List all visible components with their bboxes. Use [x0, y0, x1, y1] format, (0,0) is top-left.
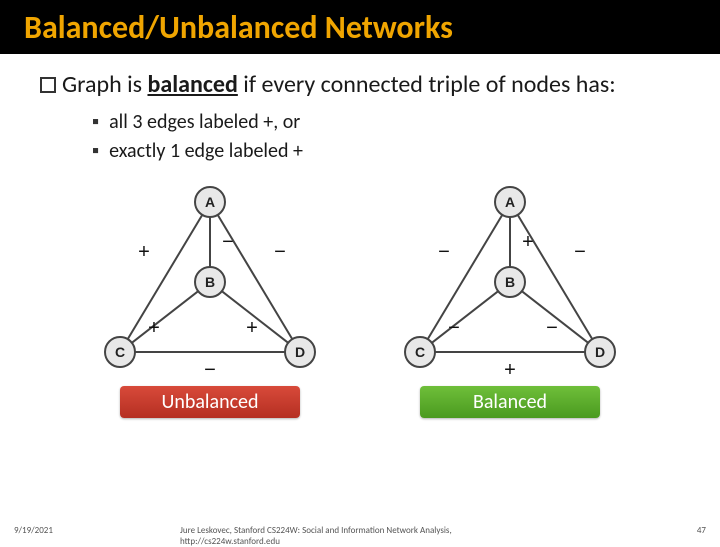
svg-text:−: −: [222, 231, 234, 253]
svg-text:A: A: [205, 194, 215, 210]
svg-text:B: B: [505, 274, 515, 290]
svg-text:−: −: [448, 317, 460, 339]
diagram-row: + − − + + − A B C D Unbalanced − + − − − + A B C D Balance…: [40, 174, 680, 418]
def-prefix: Graph is: [62, 70, 147, 99]
slide-footer: 9/19/2021 Jure Leskovec, Stanford CS224W…: [0, 525, 720, 536]
slide-title-bar: Balanced/Unbalanced Networks: [0, 0, 720, 54]
def-keyword: balanced: [147, 70, 237, 99]
svg-text:−: −: [546, 317, 558, 339]
main-definition: Graph is balanced if every connected tri…: [40, 70, 680, 100]
svg-text:A: A: [505, 194, 515, 210]
diagram-balanced: − + − − − + A B C D Balanced: [380, 174, 640, 418]
svg-text:D: D: [295, 344, 305, 360]
svg-text:−: −: [204, 359, 216, 381]
diagram-unbalanced: + − − + + − A B C D Unbalanced: [80, 174, 340, 418]
label-unbalanced: Unbalanced: [120, 386, 300, 418]
svg-text:+: +: [138, 241, 150, 263]
footer-date: 9/19/2021: [14, 525, 53, 536]
svg-text:D: D: [595, 344, 605, 360]
slide-title: Balanced/Unbalanced Networks: [24, 8, 453, 47]
network-graph-unbalanced: + − − + + − A B C D: [80, 174, 340, 384]
svg-text:B: B: [205, 274, 215, 290]
sub-item: all 3 edges labeled +, or: [92, 108, 680, 137]
slide-body: Graph is balanced if every connected tri…: [0, 54, 720, 418]
svg-text:+: +: [148, 317, 160, 339]
network-graph-balanced: − + − − − + A B C D: [380, 174, 640, 384]
footer-page-number: 47: [697, 525, 706, 536]
svg-text:−: −: [574, 241, 586, 263]
bullet-box-icon: [40, 77, 56, 93]
label-balanced: Balanced: [420, 386, 600, 418]
svg-text:+: +: [246, 317, 258, 339]
svg-text:+: +: [522, 231, 534, 253]
svg-text:−: −: [274, 241, 286, 263]
footer-attribution: Jure Leskovec, Stanford CS224W: Social a…: [180, 525, 540, 547]
sub-item: exactly 1 edge labeled +: [92, 137, 680, 166]
svg-text:C: C: [115, 344, 125, 360]
sub-list: all 3 edges labeled +, or exactly 1 edge…: [92, 108, 680, 166]
svg-text:C: C: [415, 344, 425, 360]
svg-text:+: +: [504, 359, 516, 381]
def-suffix: if every connected triple of nodes has:: [238, 70, 616, 99]
svg-text:−: −: [438, 241, 450, 263]
